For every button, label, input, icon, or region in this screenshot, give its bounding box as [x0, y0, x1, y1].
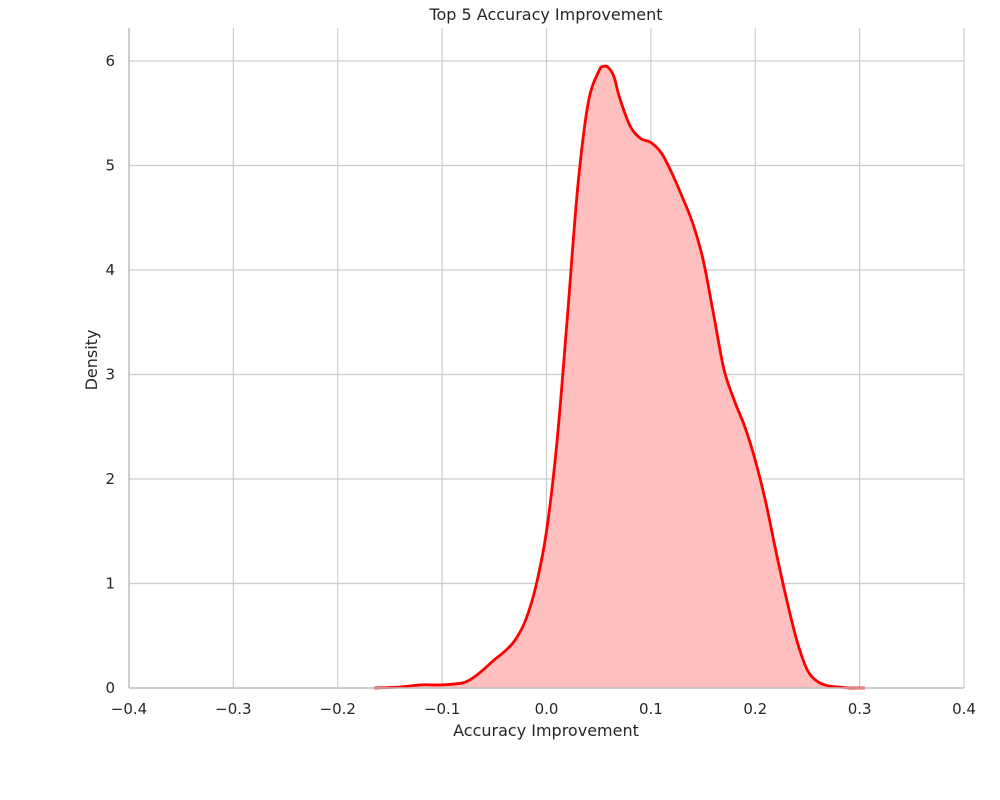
y-axis-ticks: 0 1 2 3 4 5 6 [105, 52, 115, 697]
density-fill-area [374, 66, 865, 689]
x-tick-label: −0.1 [424, 700, 460, 718]
axes [128, 28, 964, 689]
y-tick-label: 5 [105, 157, 115, 175]
x-tick-label: −0.4 [111, 700, 147, 718]
y-tick-label: 6 [105, 52, 115, 70]
x-tick-label: 0.3 [848, 700, 872, 718]
y-tick-label: 3 [105, 366, 115, 384]
chart-title: Top 5 Accuracy Improvement [428, 5, 662, 24]
x-tick-label: 0.4 [952, 700, 976, 718]
x-tick-label: −0.2 [320, 700, 356, 718]
plot-area [374, 64, 865, 690]
density-curve-line [374, 64, 865, 690]
y-axis-label: Density [82, 330, 101, 391]
x-axis-label: Accuracy Improvement [453, 721, 639, 740]
y-tick-label: 1 [105, 575, 115, 593]
x-tick-label: 0.1 [639, 700, 663, 718]
y-tick-label: 4 [105, 261, 115, 279]
x-tick-label: 0.2 [743, 700, 767, 718]
y-tick-label: 0 [105, 679, 115, 697]
x-tick-label: −0.3 [215, 700, 251, 718]
x-tick-label: 0.0 [535, 700, 559, 718]
x-axis-ticks: −0.4 −0.3 −0.2 −0.1 0.0 0.1 0.2 0.3 0.4 [111, 700, 976, 718]
y-tick-label: 2 [105, 470, 115, 488]
